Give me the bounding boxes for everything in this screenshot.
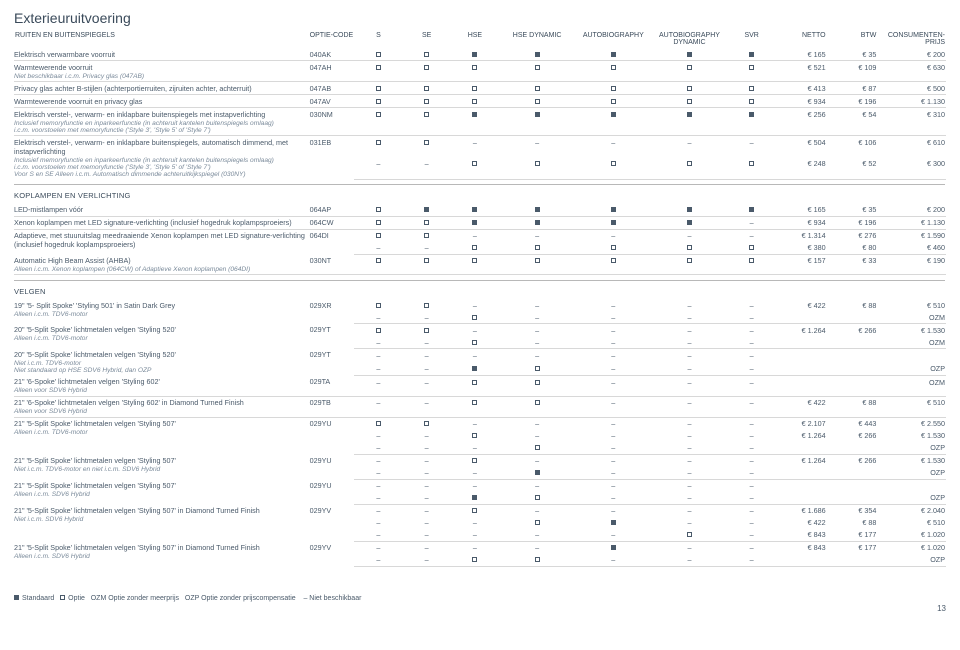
table-row: Automatic High Beam Assist (AHBA)Alleen … (14, 254, 946, 275)
table-row: Privacy glas achter B-stijlen (achterpor… (14, 82, 946, 95)
legend: Standaard Optie OZM Optie zonder meerpri… (14, 595, 946, 602)
table-row: 21" '5-Split Spoke' lichtmetalen velgen … (14, 454, 946, 467)
table-row: LED-mistlampen vóór064AP€ 165€ 35€ 200 (14, 204, 946, 217)
table-row: Xenon koplampen met LED signature-verlic… (14, 216, 946, 229)
table-row: Warmtewerende voorruit en privacy glas04… (14, 95, 946, 108)
page-title: Exterieuruitvoering (14, 10, 946, 26)
col-s: S (354, 30, 402, 48)
col-auto: AUTOBIOGRAPHY (575, 30, 651, 48)
section-head: KOPLAMPEN EN VERLICHTING (14, 191, 945, 200)
table-row: Elektrisch verstel-, verwarm- en inklapb… (14, 136, 946, 158)
options-table: RUITEN EN BUITENSPIEGELSOPTIE-CODESSEHSE… (14, 30, 946, 567)
table-row: 21" '6-Spoke' lichtmetalen velgen 'Styli… (14, 396, 946, 417)
col-autod: AUTOBIOGRAPHY DYNAMIC (651, 30, 727, 48)
table-row: 21" '5-Split Spoke' lichtmetalen velgen … (14, 417, 946, 430)
table-row: 19" '5- Split Spoke' 'Styling 501' in Sa… (14, 299, 946, 311)
col-se: SE (403, 30, 451, 48)
table-row: Warmtewerende voorruitNiet beschikbaar i… (14, 61, 946, 82)
col-code: OPTIE-CODE (309, 30, 355, 48)
table-row: 21" '5-Split Spoke' lichtmetalen velgen … (14, 504, 946, 517)
table-row: 20" '5-Split Spoke' lichtmetalen velgen … (14, 324, 946, 337)
page-number: 13 (14, 604, 946, 613)
col-netto: NETTO (776, 30, 827, 48)
table-row: 20" '5-Split Spoke' lichtmetalen velgen … (14, 349, 946, 363)
col-hse: HSE (451, 30, 499, 48)
table-row: Elektrisch verstel-, verwarm- en inklapb… (14, 108, 946, 136)
col-hsed: HSE DYNAMIC (499, 30, 575, 48)
col-prijs: CONSUMENTEN-PRIJS (877, 30, 946, 48)
section-head: VELGEN (14, 287, 945, 296)
table-row: 21" '5-Split Spoke' lichtmetalen velgen … (14, 541, 946, 554)
col-label: RUITEN EN BUITENSPIEGELS (14, 30, 309, 48)
table-row: Elektrisch verwarmbare voorruit040AK€ 16… (14, 48, 946, 61)
col-btw: BTW (827, 30, 878, 48)
col-svr: SVR (728, 30, 776, 48)
table-row: 21" '6-Spoke' lichtmetalen velgen 'Styli… (14, 376, 946, 397)
table-row: Adaptieve, met stuuruitslag meedraaiende… (14, 229, 946, 242)
table-row: 21" '5-Split Spoke' lichtmetalen velgen … (14, 479, 946, 492)
